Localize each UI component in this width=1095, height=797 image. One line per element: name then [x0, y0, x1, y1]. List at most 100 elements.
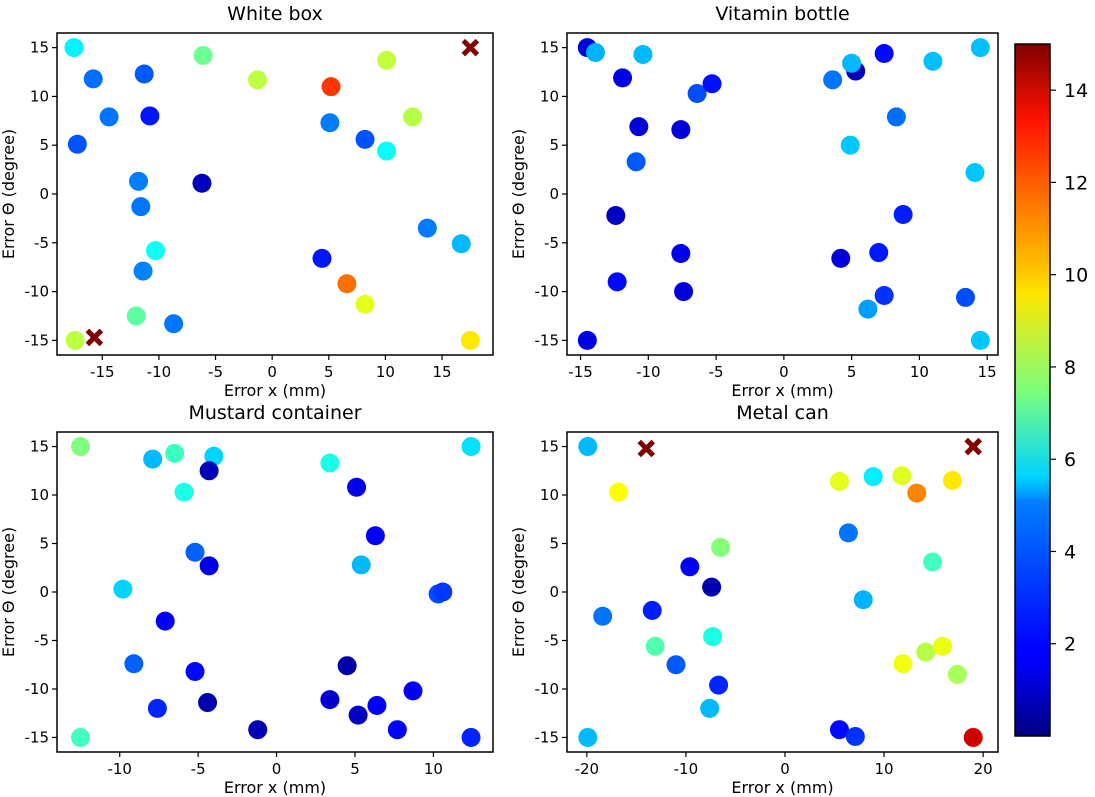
data-point [451, 234, 471, 254]
x-tick-label: 0 [272, 760, 282, 778]
scatter-panel: Vitamin bottle -15 -10 -5 0 5 10 15 -15 -10 -5 0 5 10… [509, 3, 999, 400]
y-tick-label: 5 [549, 535, 559, 553]
data-point [351, 555, 371, 575]
x-tick-label: 0 [780, 760, 790, 778]
data-point [853, 590, 873, 610]
scatter-panel: Metal can -20 -10 0 10 20 -15 -10 -5 0 5 10 15 Error … [509, 402, 999, 797]
x-tick-label: 5 [324, 363, 334, 381]
data-point [645, 636, 665, 656]
data-point [312, 248, 332, 268]
data-point [71, 437, 91, 457]
data-point [129, 171, 149, 191]
data-point [578, 437, 598, 457]
data-point [99, 107, 119, 127]
data-point [320, 113, 340, 133]
data-point [365, 526, 385, 546]
data-point [113, 579, 133, 599]
data-point [367, 695, 387, 715]
data-point [417, 218, 437, 238]
data-point [403, 681, 423, 701]
data-point [907, 483, 927, 503]
data-point [185, 542, 205, 562]
data-point [65, 330, 85, 350]
data-point [893, 654, 913, 674]
chart-title: Vitamin bottle [715, 3, 849, 25]
data-point [204, 446, 224, 466]
x-tick-label: -15 [568, 363, 593, 381]
data-point [674, 282, 694, 302]
x-tick-label: 10 [424, 760, 443, 778]
data-point [863, 467, 883, 487]
y-tick-label: 15 [30, 438, 49, 456]
data-point [192, 173, 212, 193]
data-point [461, 437, 481, 457]
x-tick-label: 15 [978, 363, 997, 381]
colorbar-gradient [1014, 43, 1051, 737]
data-point [845, 726, 865, 746]
data-point [671, 244, 691, 264]
data-point [377, 50, 397, 70]
colorbar-tick-label: 12 [1064, 172, 1088, 194]
data-point [193, 45, 213, 65]
colorbar-tick-label: 10 [1064, 265, 1088, 287]
x-tick-label: -5 [208, 363, 223, 381]
colorbar-tick-label: 14 [1064, 80, 1088, 102]
data-point [942, 470, 962, 490]
x-tick-label: 0 [267, 363, 277, 381]
data-point [248, 720, 268, 740]
data-point [347, 477, 367, 497]
data-point [71, 727, 91, 747]
x-axis-label: Error x (mm) [731, 381, 833, 400]
colorbar: 2 4 6 8 10 12 14 [1014, 43, 1088, 737]
data-point [687, 83, 707, 103]
y-tick-label: -5 [34, 631, 49, 649]
chart-title: Mustard container [188, 402, 361, 424]
data-point [711, 537, 731, 557]
x-tick-label: 10 [376, 363, 395, 381]
data-point [613, 68, 633, 88]
y-tick-label: 0 [39, 185, 49, 203]
data-point [133, 261, 153, 281]
data-point [593, 606, 613, 626]
x-marker [964, 437, 982, 456]
data-point [403, 107, 423, 127]
x-marker [85, 328, 104, 347]
y-tick-label: 0 [549, 185, 559, 203]
x-tick-label: 20 [974, 760, 993, 778]
x-tick-label: -10 [107, 760, 132, 778]
data-point [585, 43, 605, 63]
data-point [963, 727, 983, 747]
data-point [702, 74, 722, 94]
data-point [700, 698, 720, 718]
x-tick-label: -5 [191, 760, 206, 778]
y-tick-label: -15 [535, 331, 560, 349]
data-point [433, 582, 453, 602]
data-point [702, 577, 722, 597]
data-point [629, 117, 649, 137]
x-axis-label: Error x (mm) [224, 778, 326, 797]
y-tick-label: -5 [544, 234, 559, 252]
data-point [134, 64, 154, 84]
data-point [337, 656, 357, 676]
y-tick-label: 10 [30, 87, 49, 105]
data-point [609, 482, 629, 502]
data-point [321, 77, 341, 97]
data-point [64, 38, 84, 58]
data-point [147, 698, 167, 718]
y-tick-label: -15 [25, 331, 50, 349]
data-point [709, 675, 729, 695]
data-point [198, 693, 218, 713]
colorbar-tick-label: 2 [1064, 634, 1076, 656]
y-tick-label: -10 [25, 680, 50, 698]
scatter-panel: White box -15 -10 -5 0 5 10 15 -15 -10 -5 0 5 10 15 Err… [0, 3, 494, 400]
data-point [916, 642, 936, 662]
data-point [185, 662, 205, 682]
data-point [893, 204, 913, 224]
data-point [174, 482, 194, 502]
data-point [143, 449, 163, 469]
data-point [607, 272, 627, 292]
data-point [165, 443, 185, 463]
plot-frame [56, 431, 494, 753]
y-tick-label: 0 [549, 583, 559, 601]
data-point [633, 44, 653, 64]
